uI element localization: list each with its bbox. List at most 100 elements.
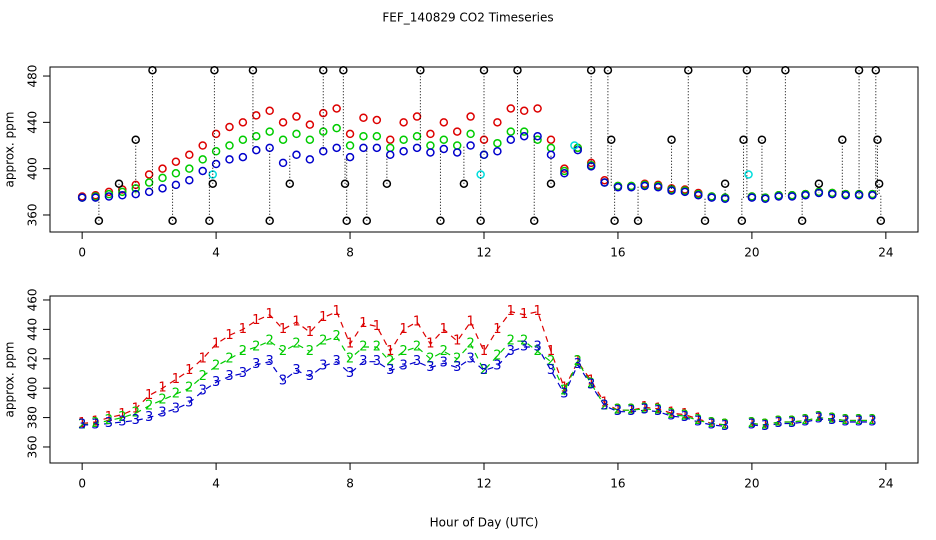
point <box>104 192 114 201</box>
point <box>238 118 248 127</box>
point <box>744 170 753 179</box>
point <box>305 135 315 144</box>
point <box>546 150 556 160</box>
point <box>265 216 274 226</box>
y-tick-label: 360 <box>26 436 40 459</box>
point-marker: 2 <box>158 392 166 407</box>
point-marker: 3 <box>520 340 528 355</box>
point-marker: 1 <box>520 307 528 322</box>
point <box>546 179 556 188</box>
point <box>385 135 395 144</box>
point <box>586 162 596 171</box>
point-marker: 1 <box>466 315 474 330</box>
x-tick-label: 4 <box>212 477 220 491</box>
point-marker: 2 <box>91 416 99 431</box>
point <box>144 187 154 197</box>
point-marker: 1 <box>801 413 809 428</box>
point <box>610 216 619 226</box>
point <box>694 191 703 200</box>
point-marker: 3 <box>225 369 233 384</box>
point-marker: 3 <box>708 417 716 432</box>
point <box>198 166 207 176</box>
point-marker: 3 <box>855 414 863 429</box>
point <box>211 159 221 169</box>
point-marker: 2 <box>748 416 756 431</box>
point-marker: 3 <box>815 412 823 427</box>
point <box>854 191 864 200</box>
point <box>345 129 355 139</box>
point-marker: 3 <box>453 360 461 375</box>
point-marker: 1 <box>627 403 635 418</box>
point <box>332 123 341 133</box>
series-line <box>82 346 873 428</box>
y-tick-label: 400 <box>26 157 40 180</box>
point <box>385 150 395 160</box>
point <box>211 129 221 139</box>
point <box>185 150 194 160</box>
point <box>436 216 445 226</box>
point-marker: 2 <box>266 334 274 349</box>
point-marker: 2 <box>828 412 836 427</box>
x-tick-label: 0 <box>78 477 86 491</box>
point-marker: 1 <box>199 351 207 366</box>
point <box>680 187 690 197</box>
point <box>841 191 850 200</box>
point <box>479 65 489 75</box>
point-marker: 2 <box>466 337 474 352</box>
point-marker: 1 <box>667 406 675 421</box>
point-marker: 3 <box>279 373 287 388</box>
point-marker: 1 <box>333 304 341 319</box>
point-marker: 2 <box>373 340 381 355</box>
point-marker: 1 <box>279 322 287 337</box>
y-tick-label: 400 <box>26 377 40 400</box>
point-marker: 2 <box>801 413 809 428</box>
point <box>700 216 710 226</box>
x-tick-label: 12 <box>476 477 491 491</box>
point <box>466 141 475 150</box>
point-marker: 2 <box>252 340 260 355</box>
point-marker: 1 <box>681 407 689 422</box>
point-marker: 3 <box>346 366 354 381</box>
point <box>171 169 181 178</box>
point <box>332 104 341 113</box>
point-marker: 3 <box>158 406 166 421</box>
point-marker: 1 <box>440 322 448 337</box>
point-marker: 1 <box>560 381 568 396</box>
point <box>667 186 676 195</box>
point-marker: 3 <box>145 410 153 425</box>
point-marker: 1 <box>239 322 247 337</box>
point-marker: 2 <box>574 354 582 369</box>
point-marker: 1 <box>694 412 702 427</box>
point-marker: 3 <box>333 354 341 369</box>
point <box>158 184 167 193</box>
point-marker: 2 <box>868 413 876 428</box>
point-marker: 3 <box>681 410 689 425</box>
point <box>720 194 730 204</box>
point-marker: 2 <box>547 354 555 369</box>
point-marker: 3 <box>212 375 220 390</box>
y-tick-label: 360 <box>26 204 40 227</box>
point <box>144 178 154 187</box>
point <box>873 135 882 144</box>
point <box>94 216 104 226</box>
point-marker: 3 <box>641 403 649 418</box>
point <box>506 135 516 144</box>
x-tick-label: 20 <box>744 246 759 260</box>
point <box>292 112 301 121</box>
point-marker: 1 <box>319 310 327 325</box>
point <box>248 65 258 75</box>
point-marker: 3 <box>694 414 702 429</box>
point-marker: 2 <box>306 344 314 359</box>
point-marker: 3 <box>359 354 367 369</box>
point <box>399 118 408 127</box>
point-marker: 3 <box>373 354 381 369</box>
point <box>466 112 475 121</box>
point-marker: 3 <box>574 357 582 372</box>
point <box>627 182 636 192</box>
point <box>452 148 462 157</box>
point-marker: 2 <box>855 413 863 428</box>
point-marker: 3 <box>721 419 729 434</box>
point-marker: 3 <box>801 414 809 429</box>
point <box>684 65 693 75</box>
point-marker: 2 <box>507 334 515 349</box>
